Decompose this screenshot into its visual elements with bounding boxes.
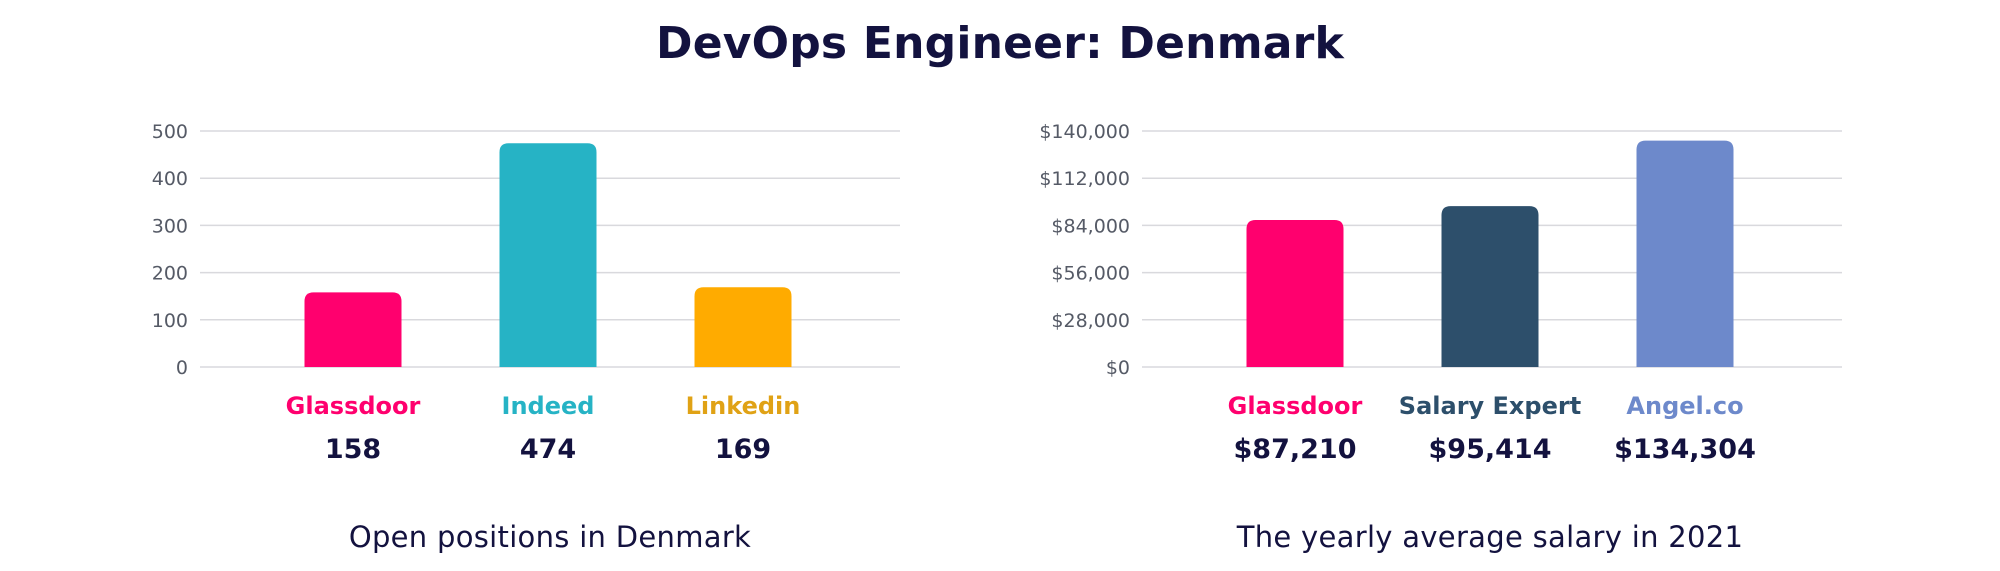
bar-open-positions-2: [694, 287, 792, 367]
chart-caption-open-positions: Open positions in Denmark: [348, 520, 752, 554]
y-tick-label-average-salary-1: $28,000: [1051, 310, 1130, 332]
bar-open-positions-0: [304, 292, 402, 367]
category-label-average-salary-2: Angel.co: [1626, 392, 1743, 420]
y-tick-label-average-salary-2: $56,000: [1051, 263, 1130, 285]
y-tick-label-open-positions-0: 0: [176, 357, 188, 379]
page-title: DevOps Engineer: Denmark: [655, 18, 1345, 69]
chart-caption-average-salary: The yearly average salary in 2021: [1236, 520, 1744, 554]
y-tick-label-open-positions-5: 500: [152, 121, 188, 143]
bar-open-positions-1: [499, 143, 597, 367]
value-label-average-salary-0: $87,210: [1234, 434, 1357, 465]
y-tick-label-open-positions-2: 200: [152, 263, 188, 285]
category-label-average-salary-0: Glassdoor: [1228, 392, 1363, 420]
category-label-open-positions-0: Glassdoor: [286, 392, 421, 420]
value-label-average-salary-1: $95,414: [1429, 434, 1552, 465]
bar-average-salary-1: [1441, 206, 1539, 367]
value-label-open-positions-2: 169: [715, 434, 771, 465]
y-tick-label-open-positions-4: 400: [152, 168, 188, 190]
bar-average-salary-0: [1246, 219, 1344, 367]
bar-average-salary-2: [1636, 140, 1734, 367]
value-label-open-positions-1: 474: [520, 434, 576, 465]
category-label-average-salary-1: Salary Expert: [1399, 392, 1581, 420]
y-tick-label-open-positions-1: 100: [152, 310, 188, 332]
y-tick-label-average-salary-5: $140,000: [1039, 121, 1130, 143]
y-tick-label-average-salary-3: $84,000: [1051, 215, 1130, 237]
y-tick-label-average-salary-4: $112,000: [1039, 168, 1130, 190]
category-label-open-positions-2: Linkedin: [686, 392, 801, 420]
y-tick-label-average-salary-0: $0: [1106, 357, 1130, 379]
value-label-open-positions-0: 158: [325, 434, 381, 465]
category-label-open-positions-1: Indeed: [502, 392, 595, 420]
value-label-average-salary-2: $134,304: [1614, 434, 1756, 465]
open-positions-svg: 0 100 200 300 400 500 Glassdoor 158 Indeed 474 Lin…: [152, 121, 900, 465]
y-tick-label-open-positions-3: 300: [152, 215, 188, 237]
chart-open-positions: 0 100 200 300 400 500 Glassdoor 158 Indeed 474 Lin…: [152, 121, 900, 554]
